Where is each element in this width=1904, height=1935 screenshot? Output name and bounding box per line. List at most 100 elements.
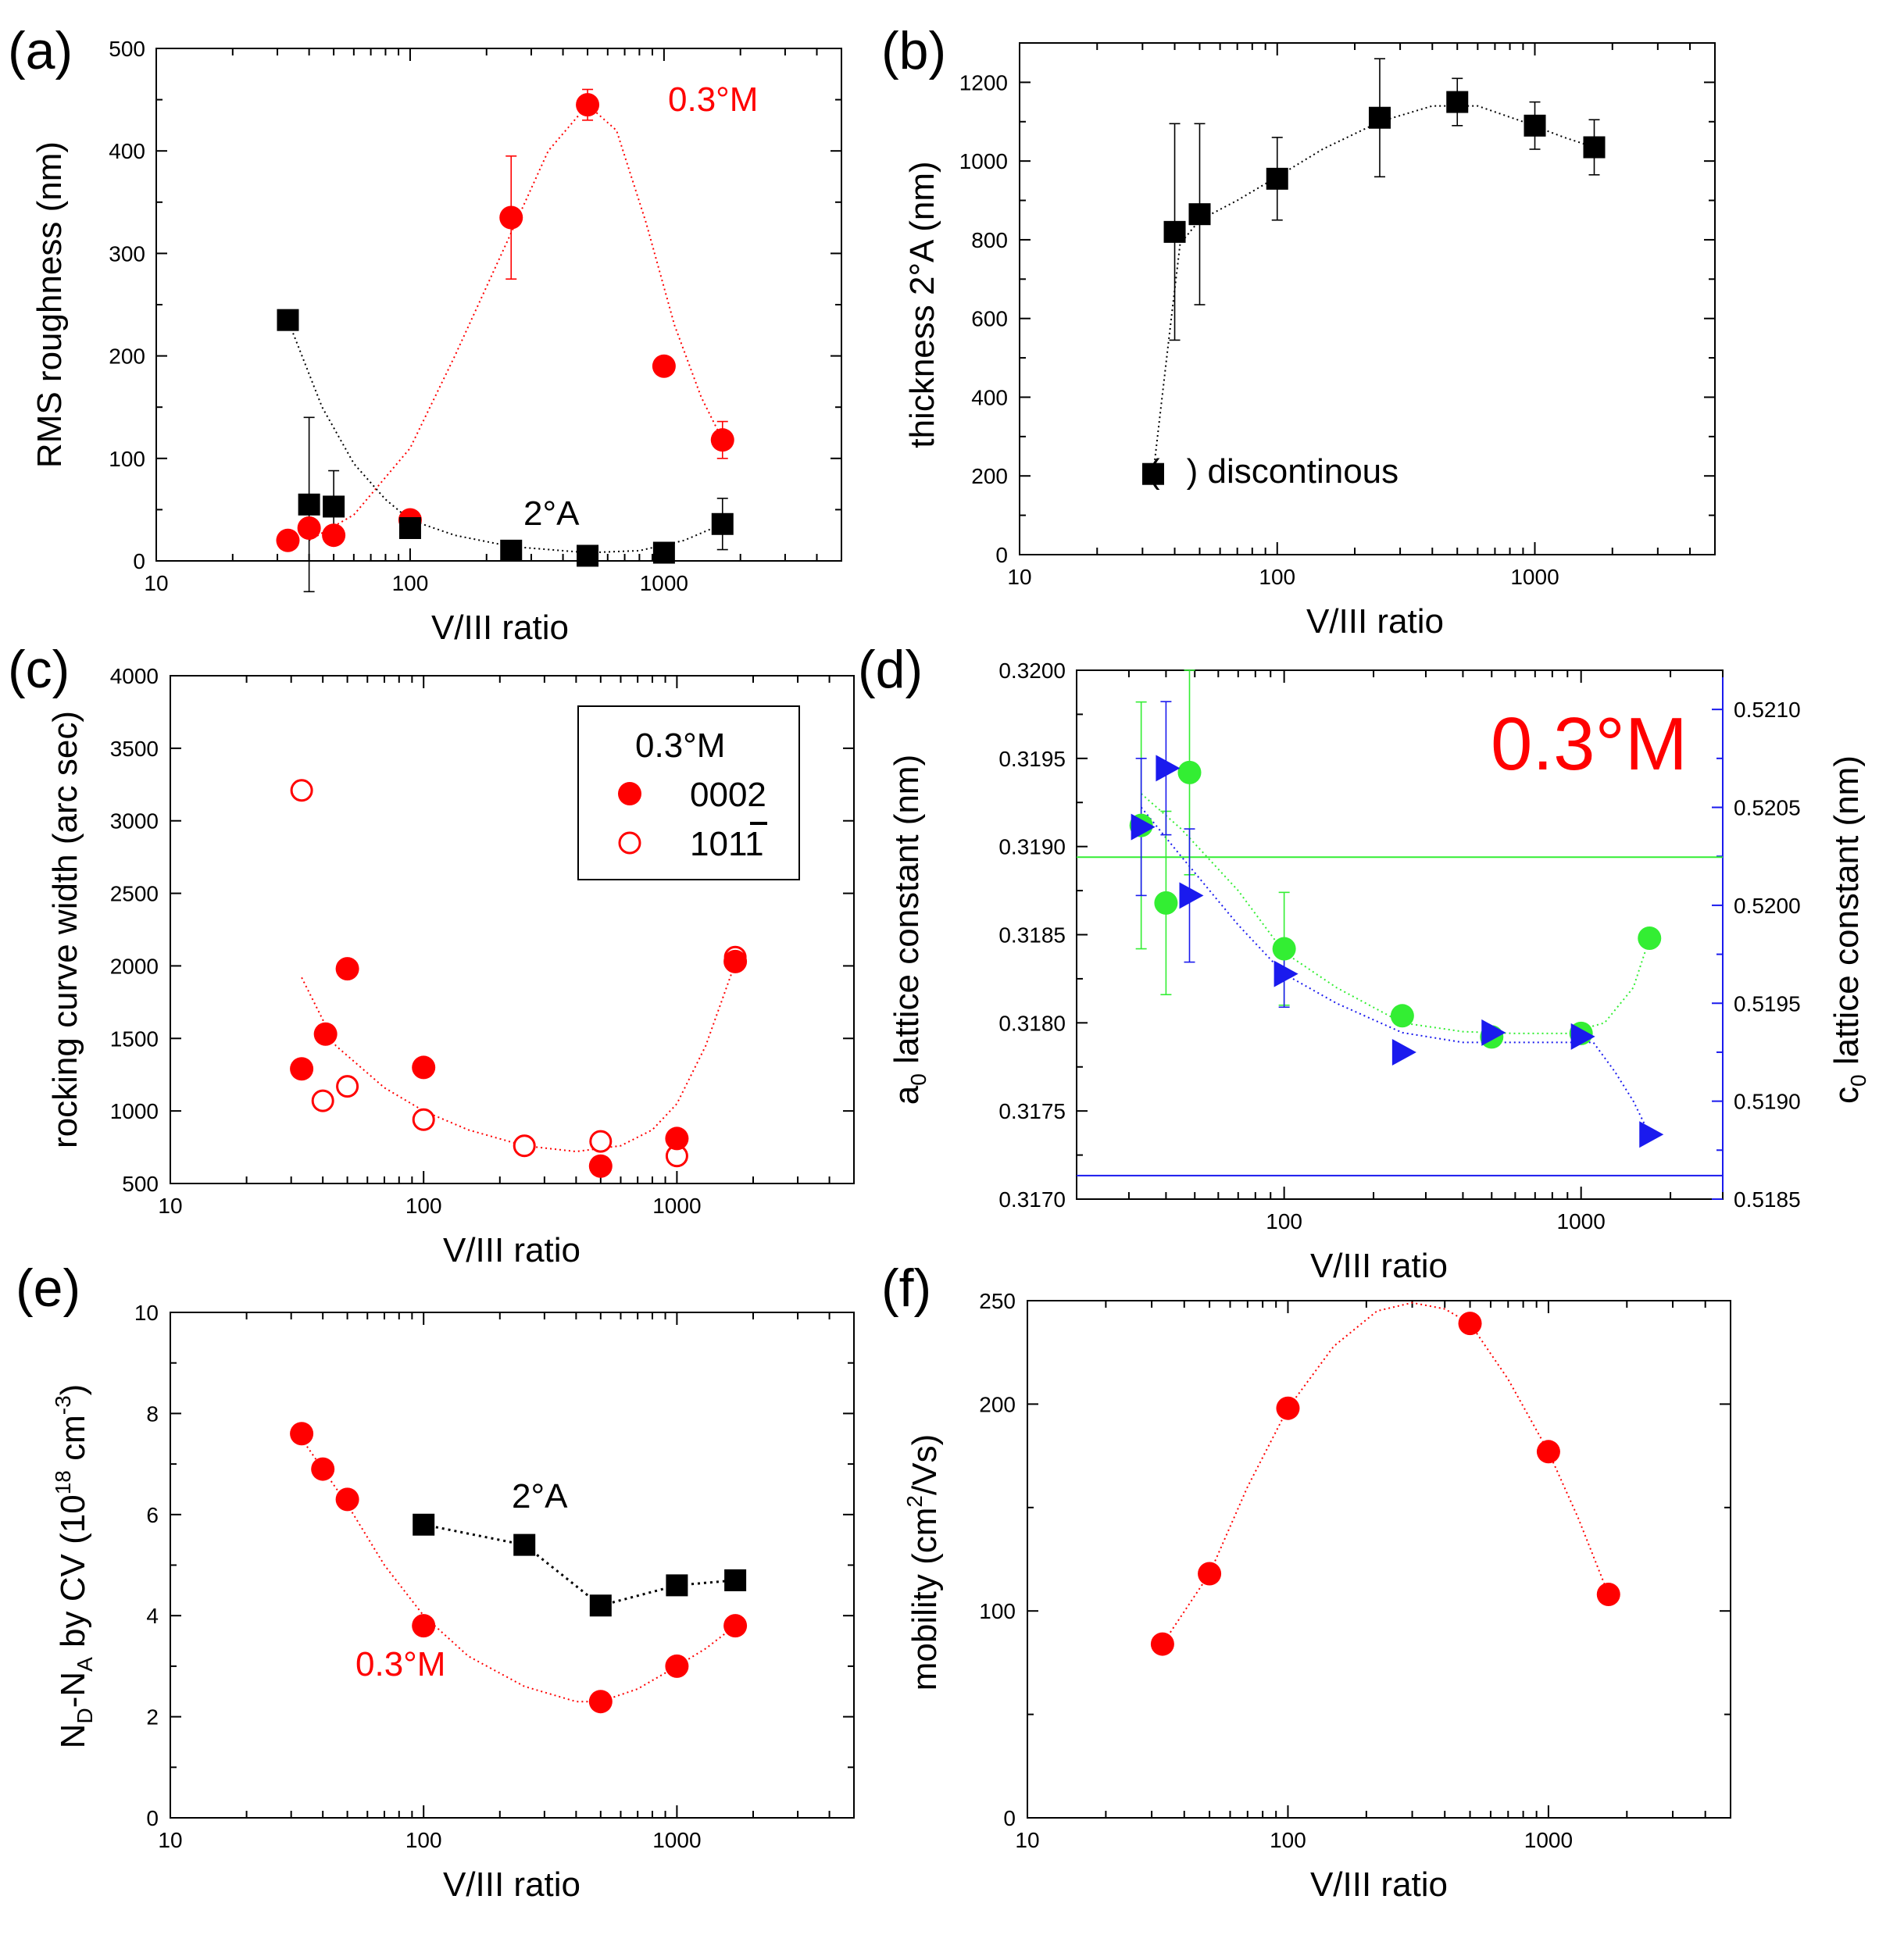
data-point-c0 — [1274, 960, 1299, 987]
y-tick-label: 1200 — [959, 70, 1008, 95]
data-point-black — [577, 544, 599, 567]
label-subscript: D — [73, 1708, 97, 1723]
y-tick-label: 4000 — [110, 664, 159, 688]
y-tick-label: 0.5190 — [1734, 1090, 1801, 1114]
data-point-red — [576, 93, 600, 117]
connect-line-2A — [423, 1523, 736, 1607]
fit-curve — [287, 320, 723, 554]
legend-entry-part: 10 — [690, 825, 728, 863]
data-point-c0 — [1131, 813, 1156, 841]
annotation-text: ) discontinous — [1187, 452, 1399, 491]
legend-entry-0002: 0002 — [690, 776, 766, 814]
data-point-black — [500, 539, 523, 562]
label-superscript: -3 — [51, 1395, 75, 1415]
data-point-open — [290, 779, 313, 802]
x-axis-label: V/III ratio — [431, 609, 569, 647]
data-point-c0 — [1481, 1019, 1506, 1046]
legend-box — [577, 705, 800, 880]
y-tick-label: 0.5185 — [1734, 1187, 1801, 1212]
y-axis-label: RMS roughness (nm) — [30, 141, 69, 468]
x-tick-label: 1000 — [1524, 1828, 1573, 1852]
x-axis-label: V/III ratio — [1310, 1865, 1448, 1904]
y-axis-label: rocking curve width (arc sec) — [46, 711, 84, 1148]
x-tick-label: 1000 — [1510, 565, 1559, 589]
annotation-0p3M: 0.3°M — [1491, 702, 1688, 786]
label-part: cm — [54, 1415, 92, 1470]
data-point-red — [412, 1614, 436, 1638]
x-tick-label: 1000 — [652, 1828, 701, 1852]
fit-curve — [1162, 1301, 1609, 1645]
data-point-red — [276, 528, 300, 552]
data-point-c0 — [1391, 1038, 1416, 1066]
panel-label: (b) — [881, 21, 946, 80]
data-point-red — [588, 1690, 613, 1714]
fit-curve — [309, 103, 723, 541]
x-tick-label: 10 — [158, 1828, 182, 1852]
data-point-filled — [588, 1154, 613, 1178]
y-tick-label: 0.3200 — [998, 659, 1066, 683]
x-tick-label: 100 — [1259, 565, 1295, 589]
data-point-a0 — [1272, 937, 1296, 961]
data-point-red — [1276, 1396, 1300, 1420]
x-tick-label: 1000 — [652, 1194, 701, 1218]
data-point-filled — [723, 949, 748, 973]
data-point-black — [1524, 114, 1546, 137]
y-axis-label: mobility (cm2/Vs) — [902, 1434, 944, 1691]
y-tick-label: 0.3175 — [998, 1099, 1066, 1123]
data-point-red — [297, 516, 321, 541]
data-point-red — [322, 523, 346, 548]
y-axis-label-left: a0 lattice constant (nm) — [888, 755, 931, 1105]
fit-curve-a0 — [1141, 793, 1651, 1034]
y-tick-label: 200 — [109, 345, 145, 369]
label-part: lattice constant (nm) — [1827, 755, 1866, 1074]
y-tick-label: 400 — [971, 385, 1008, 409]
y-tick-label: 0.5205 — [1734, 796, 1801, 820]
y-tick-label: 1000 — [110, 1099, 159, 1123]
y-tick-label: 0.5200 — [1734, 894, 1801, 918]
y-tick-label: 4 — [146, 1604, 159, 1628]
y-tick-label: 300 — [109, 241, 145, 266]
data-point-filled — [665, 1126, 689, 1151]
y-tick-label: 8 — [146, 1401, 159, 1426]
data-point-filled — [335, 957, 359, 981]
data-point-filled — [313, 1022, 338, 1046]
y-tick-label: 2500 — [110, 882, 159, 906]
y-tick-label: 0.3170 — [998, 1187, 1066, 1212]
x-tick-label: 100 — [1266, 1209, 1302, 1233]
data-point-a0 — [1177, 760, 1202, 784]
annotation-2A: 2°A — [523, 494, 580, 533]
fit-curve — [1152, 105, 1595, 474]
y-tick-label: 500 — [122, 1172, 159, 1196]
panel-label: (a) — [8, 21, 73, 80]
y-tick-label: 800 — [971, 228, 1008, 252]
plot-frame-c — [170, 675, 855, 1184]
data-point-open — [513, 1134, 536, 1158]
data-point-red — [290, 1422, 314, 1446]
label-part: c — [1827, 1087, 1866, 1104]
data-point-black — [589, 1594, 612, 1617]
legend-marker-filled — [618, 782, 641, 805]
panel-label: (d) — [858, 640, 923, 699]
label-part: N — [54, 1724, 92, 1749]
data-point-black — [398, 517, 421, 540]
label-part: lattice constant (nm) — [888, 755, 926, 1073]
y-tick-label: 6 — [146, 1503, 159, 1527]
annotation-0p3M: 0.3°M — [355, 1645, 445, 1683]
y-tick-label: 0 — [995, 543, 1008, 567]
legend-title: 0.3°M — [635, 727, 725, 765]
x-axis-label: V/III ratio — [443, 1231, 580, 1269]
y-tick-label: 0.3195 — [998, 747, 1066, 771]
data-point-black — [298, 493, 320, 516]
data-point-black — [1266, 167, 1288, 190]
plot-frame-a — [155, 48, 842, 562]
data-point-open — [336, 1075, 359, 1098]
legend-entry-part: 1 — [745, 825, 763, 863]
data-point-a0 — [1638, 926, 1662, 951]
data-point-red — [710, 428, 734, 452]
y-tick-label: 3500 — [110, 737, 159, 761]
data-point-discontinuous — [1141, 462, 1164, 485]
data-point-black — [1368, 106, 1391, 129]
label-superscript: 2 — [902, 1495, 927, 1508]
y-tick-label: 2 — [146, 1705, 159, 1730]
data-point-black — [1188, 203, 1211, 226]
